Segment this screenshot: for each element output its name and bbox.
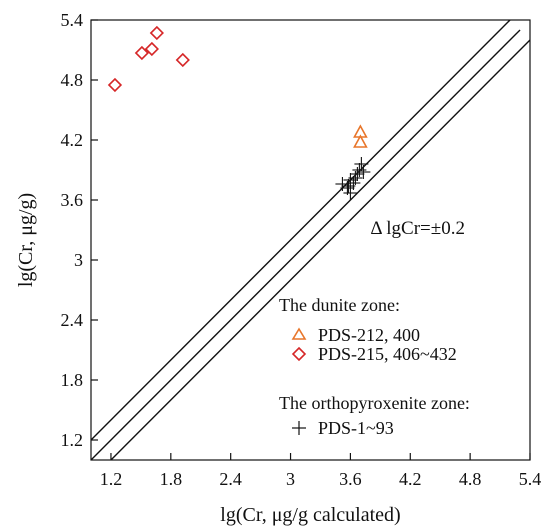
delta-annotation: Δ lgCr=±0.2 xyxy=(370,218,465,239)
y-tick-label-2: 2.4 xyxy=(61,310,84,330)
reference-line-1 xyxy=(91,29,521,460)
x-tick-label-2: 2.4 xyxy=(219,469,242,489)
diamond-point-4 xyxy=(175,52,190,68)
data-points xyxy=(107,25,371,200)
y-tick-label-5: 4.2 xyxy=(61,130,84,150)
triangle-point-1 xyxy=(353,134,368,148)
legend-swatch-pds-212 xyxy=(291,327,307,340)
legend-heading-orthopyroxenite: The orthopyroxenite zone: xyxy=(279,393,470,413)
legend-diamond-marker xyxy=(291,346,307,362)
y-axis-label: lg(Cr, μg/g) xyxy=(15,193,37,287)
plus-point-8 xyxy=(354,157,369,171)
legend-entry-pds-1: PDS-1~93 xyxy=(318,418,394,438)
plus-point-10 xyxy=(341,179,356,193)
legend-swatch-pds-1 xyxy=(292,421,306,435)
x-tick-label-1: 1.8 xyxy=(160,469,183,489)
y-tick-label-4: 3.6 xyxy=(61,190,84,210)
y-tick-label-3: 3 xyxy=(74,250,83,270)
y-tick-label-1: 1.8 xyxy=(61,370,84,390)
legend-entry-pds-215: PDS-215, 406~432 xyxy=(318,344,457,364)
y-tick-label-0: 1.2 xyxy=(61,430,84,450)
series-0 xyxy=(353,124,368,148)
reference-line-0 xyxy=(91,20,511,441)
diamond-point-3 xyxy=(149,25,164,41)
reference-lines xyxy=(91,20,530,460)
plus-point-6 xyxy=(350,167,365,181)
legend-heading-dunite: The dunite zone: xyxy=(279,295,400,315)
y-tick-label-6: 4.8 xyxy=(61,70,84,90)
x-tick-label-6: 4.8 xyxy=(459,469,482,489)
legend: The dunite zone: PDS-212, 400 PDS-215, 4… xyxy=(279,295,470,438)
y-axis-ticks: 1.2 1.8 2.4 3 3.6 4.2 4.8 5.4 xyxy=(61,10,98,450)
x-axis-label: lg(Cr, μg/g calculated) xyxy=(220,504,400,526)
reference-line-2 xyxy=(109,39,530,460)
diamond-point-2 xyxy=(144,41,159,57)
diamond-point-1 xyxy=(134,45,150,61)
x-tick-label-7: 5.4 xyxy=(519,469,542,489)
plus-point-7 xyxy=(352,163,367,177)
x-tick-label-5: 4.2 xyxy=(399,469,422,489)
plus-point-9 xyxy=(356,165,371,179)
plus-point-2 xyxy=(343,186,358,200)
diamond-point-0 xyxy=(107,77,123,93)
plus-point-5 xyxy=(348,171,363,185)
x-tick-label-4: 3.6 xyxy=(339,469,362,489)
plot-frame xyxy=(90,19,531,461)
x-axis-ticks: 1.2 1.8 2.4 3 3.6 4.2 4.8 5.4 xyxy=(100,453,542,489)
legend-triangle-marker xyxy=(291,327,307,340)
series-1 xyxy=(107,25,190,93)
y-tick-label-7: 5.4 xyxy=(61,10,84,30)
series-2 xyxy=(335,157,371,200)
x-tick-label-0: 1.2 xyxy=(100,469,123,489)
legend-swatch-pds-215 xyxy=(291,346,307,362)
legend-entry-pds-212: PDS-212, 400 xyxy=(318,325,420,345)
x-tick-label-3: 3 xyxy=(286,469,295,489)
